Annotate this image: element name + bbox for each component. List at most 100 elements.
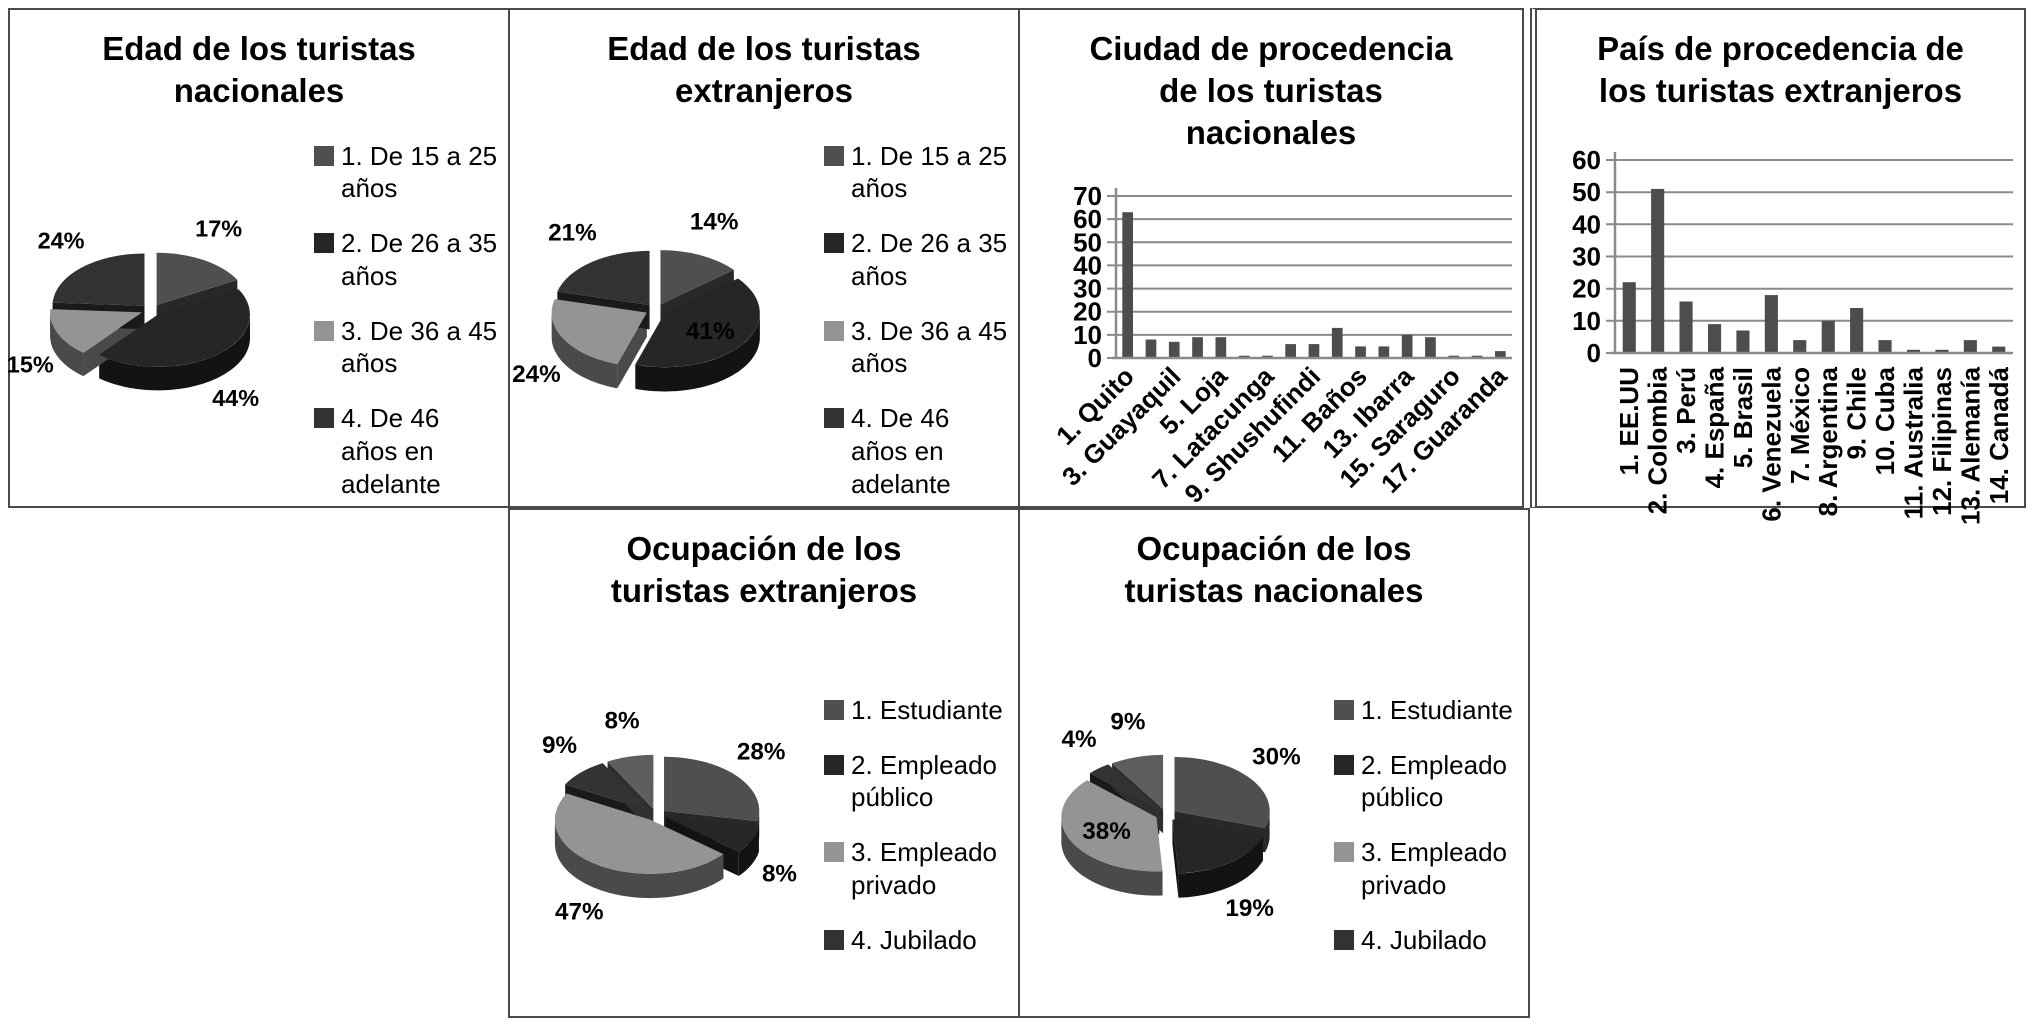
x-axis-category-label: 6. Venezuela bbox=[1756, 366, 1786, 521]
pie-percent-label: 19% bbox=[1225, 895, 1274, 922]
pie-slice bbox=[99, 289, 250, 367]
pie-slice bbox=[50, 309, 143, 353]
y-axis-tick-label: 20 bbox=[1572, 274, 1601, 304]
pie-chart-ocupacion-nacionales: 30% 19% 38% 4% 9% bbox=[1061, 708, 1301, 922]
legend-swatch bbox=[314, 408, 334, 429]
pie-slice bbox=[664, 756, 760, 822]
pie-percent-label: 30% bbox=[1252, 743, 1301, 770]
bar bbox=[1622, 282, 1636, 353]
bar bbox=[1145, 339, 1157, 358]
pie-slice-side bbox=[99, 315, 250, 391]
pie-slice bbox=[1172, 819, 1263, 874]
y-axis-tick-label: 60 bbox=[1073, 204, 1102, 234]
legend-swatch bbox=[824, 754, 844, 775]
pie-percent-label: 9% bbox=[542, 732, 577, 759]
legend-item: 3. De 36 a 45 años bbox=[314, 315, 500, 381]
legend-swatch bbox=[824, 408, 844, 429]
legend-swatch bbox=[1334, 842, 1354, 862]
pie-percent-label: 14% bbox=[690, 209, 739, 236]
pie-percent-label: 44% bbox=[212, 385, 259, 411]
legend-item: 4. Jubilado bbox=[824, 924, 1010, 957]
legend-label: 1. Estudiante bbox=[851, 694, 1003, 725]
legend-label: 2. Empleado público bbox=[1361, 749, 1507, 813]
pie-slice bbox=[1174, 757, 1270, 828]
legend-item: 2. Empleado público bbox=[824, 749, 1010, 815]
pie-slice-side bbox=[1265, 813, 1270, 853]
bar bbox=[1168, 341, 1180, 358]
pie-slice bbox=[607, 754, 654, 809]
pie-slice bbox=[635, 278, 760, 368]
chart-legend: 1. Estudiante 2. Empleado público 3. Emple… bbox=[1334, 694, 1520, 957]
y-axis-tick-label: 10 bbox=[1572, 306, 1601, 336]
pie-slice-side bbox=[1172, 819, 1179, 898]
x-axis-category-label: 3. Perú bbox=[1671, 367, 1701, 454]
bar bbox=[1764, 295, 1778, 353]
bar bbox=[1736, 330, 1750, 353]
y-axis-tick-label: 50 bbox=[1073, 227, 1102, 257]
pie-percent-label: 4% bbox=[1061, 726, 1096, 753]
pie-chart-edad-nacionales: 17% 44% 15% 24% bbox=[7, 216, 259, 411]
bar bbox=[1651, 188, 1665, 353]
chart-legend: 1. Estudiante 2. Empleado público 3. Emple… bbox=[824, 694, 1010, 957]
legend-swatch bbox=[314, 145, 334, 166]
x-axis-category-label: 11. Australia bbox=[1899, 366, 1929, 519]
pie-slice bbox=[660, 250, 734, 305]
legend-swatch bbox=[1334, 754, 1354, 775]
legend-swatch bbox=[824, 320, 844, 341]
pie-slice bbox=[52, 253, 145, 306]
pie-slice-side bbox=[554, 820, 724, 899]
bar bbox=[1992, 346, 2006, 353]
legend-label: 4. Jubilado bbox=[851, 924, 977, 955]
legend-item: 1. Estudiante bbox=[824, 694, 1010, 727]
chart-legend: 1. De 15 a 25 años 2. De 26 a 35 años 3. D… bbox=[824, 140, 1010, 501]
pie-percent-label: 15% bbox=[7, 351, 54, 377]
legend-label: 2. Empleado público bbox=[851, 749, 997, 813]
legend-swatch bbox=[824, 929, 844, 950]
legend-swatch bbox=[824, 145, 844, 166]
chart-area: 28% 8% 47% 9% 8% 1. Estudiante 2. Empleado pú… bbox=[516, 648, 1010, 1002]
pie-percent-label: 24% bbox=[512, 361, 561, 388]
pie-slice bbox=[551, 299, 647, 365]
pie-slice-side bbox=[551, 314, 618, 389]
y-axis-tick-label: 0 bbox=[1088, 343, 1102, 373]
legend-swatch bbox=[1334, 929, 1354, 950]
panel-edad-nacionales: Edad de los turistas nacionales 17% 44% 15… bbox=[7, 8, 510, 508]
bar bbox=[1192, 337, 1203, 358]
legend-item: 3. Empleado privado bbox=[1334, 836, 1520, 902]
panel-edad-extranjeros: Edad de los turistas extranjeros 14% 41% 2… bbox=[508, 8, 1020, 508]
y-axis-tick-label: 40 bbox=[1572, 209, 1601, 239]
legend-item: 1. De 15 a 25 años bbox=[314, 140, 500, 206]
x-axis-category-label: 5. Brasil bbox=[1728, 367, 1758, 468]
legend-label: 1. De 15 a 25 años bbox=[851, 140, 1008, 204]
panel-pais-procedencia: País de procedencia de los turistas extr… bbox=[1530, 8, 2026, 525]
legend-label: 3. Empleado privado bbox=[1361, 837, 1507, 900]
x-axis-category-label: 1. EE.UU bbox=[1614, 367, 1644, 475]
legend-label: 4. De 46 años en adelante bbox=[851, 403, 951, 499]
bar bbox=[1215, 337, 1227, 358]
bar bbox=[1708, 324, 1722, 353]
legend-swatch bbox=[1334, 699, 1354, 720]
bar bbox=[1331, 327, 1343, 358]
legend-item: 2. De 26 a 35 años bbox=[314, 227, 500, 293]
pie-slice bbox=[1089, 764, 1160, 811]
pie-percent-label: 9% bbox=[1110, 708, 1145, 735]
bar bbox=[1401, 334, 1413, 358]
legend-label: 3. De 36 a 45 años bbox=[341, 315, 498, 379]
pie-percent-label: 8% bbox=[604, 708, 639, 735]
bar bbox=[1907, 349, 1921, 353]
chart-title: Ciudad de procedencia de los turistas na… bbox=[1089, 30, 1453, 151]
legend-label: 3. De 36 a 45 años bbox=[851, 315, 1008, 379]
legend-item: 2. De 26 a 35 años bbox=[824, 227, 1010, 293]
x-axis-category-label: 13. Alemanía bbox=[1955, 366, 1985, 525]
pie-percent-label: 47% bbox=[555, 898, 604, 925]
pie-slice bbox=[665, 817, 759, 852]
x-axis-category-label: 10. Cuba bbox=[1870, 366, 1900, 475]
legend-label: 1. De 15 a 25 años bbox=[341, 140, 498, 204]
pie-slice bbox=[554, 793, 724, 874]
pie-slice-side bbox=[50, 313, 84, 377]
legend-item: 4. De 46 años en adelante bbox=[314, 402, 500, 500]
y-axis-tick-label: 70 bbox=[1073, 181, 1102, 211]
chart-area: 14% 41% 24% 21% 1. De 15 a 25 años 2. De 26 … bbox=[512, 141, 1010, 499]
pie-percent-label: 21% bbox=[548, 219, 597, 246]
